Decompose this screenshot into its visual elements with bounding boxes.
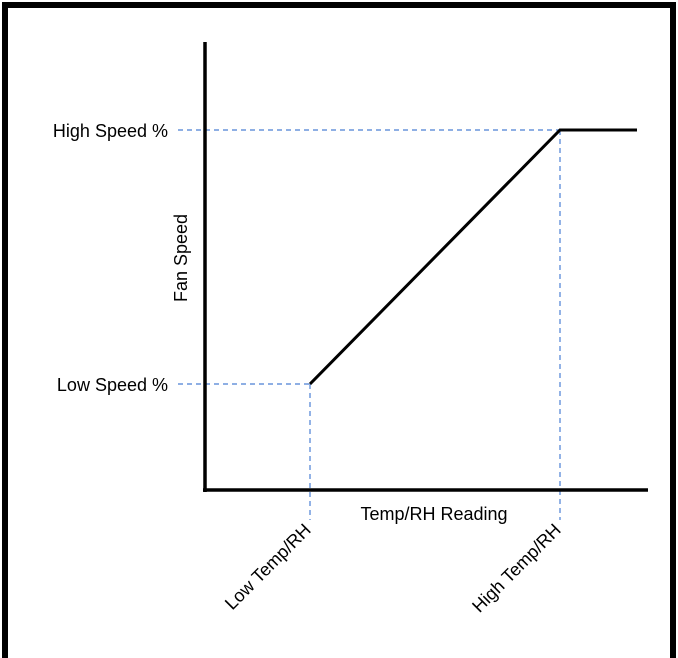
- y-axis-label: Fan Speed: [171, 214, 191, 302]
- high-temp-label: High Temp/RH: [468, 520, 565, 617]
- x-axis-label: Temp/RH Reading: [360, 504, 507, 524]
- fan-speed-curve: [308, 128, 637, 386]
- low-speed-label: Low Speed %: [57, 375, 168, 395]
- low-temp-label: Low Temp/RH: [221, 520, 315, 614]
- high-speed-label: High Speed %: [53, 121, 168, 141]
